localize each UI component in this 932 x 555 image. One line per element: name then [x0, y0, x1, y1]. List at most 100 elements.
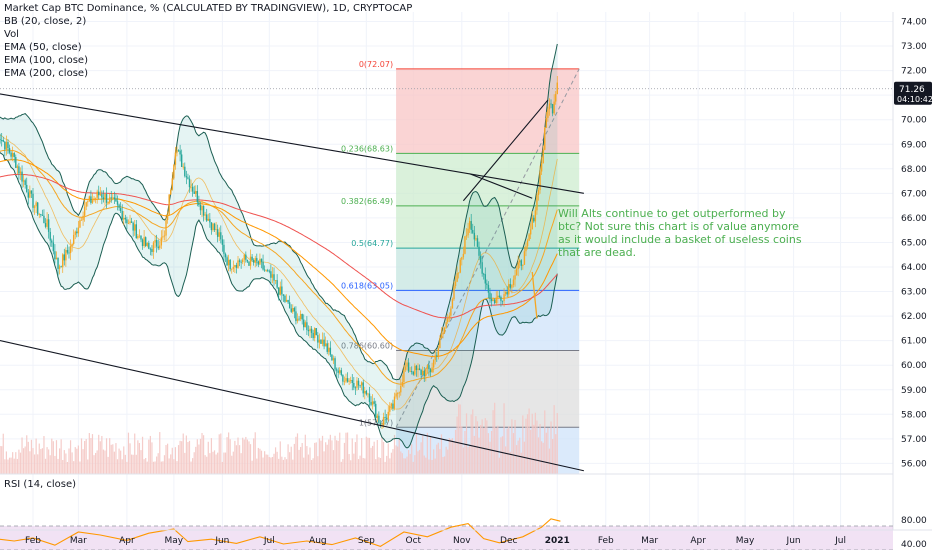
- candle-body: [371, 401, 374, 405]
- candle-body: [528, 234, 530, 241]
- volume-bar: [137, 440, 139, 474]
- candle-body: [124, 217, 127, 220]
- candle-body: [199, 205, 202, 211]
- candle-body: [254, 258, 256, 263]
- candle-body: [163, 235, 166, 237]
- time-tick-label: Feb: [25, 536, 41, 546]
- volume-bar: [274, 447, 277, 474]
- volume-bar: [417, 451, 419, 474]
- rsi-title[interactable]: RSI (14, close): [4, 479, 77, 490]
- candle-body: [159, 245, 161, 249]
- volume-bar: [157, 453, 159, 474]
- legend-vol[interactable]: Vol: [4, 29, 19, 40]
- legend-bb[interactable]: BB (20, close, 2): [4, 16, 87, 27]
- candle-body: [464, 236, 466, 254]
- price-tick-label: 67.00: [901, 189, 927, 199]
- fib-zone-extension: [396, 427, 580, 474]
- candle-body: [531, 217, 533, 230]
- candle-body: [326, 343, 328, 352]
- candle-body: [38, 213, 40, 215]
- candle-body: [414, 365, 416, 375]
- fib-retracement[interactable]: 0(72.07) 0.236(68.63) 0.382(66.49) 0.5(64.7…: [341, 60, 580, 474]
- candle-body: [91, 200, 94, 203]
- volume-bar: [2, 433, 4, 474]
- candle-body: [1, 140, 3, 141]
- candle-body: [201, 205, 203, 211]
- volume-bar: [384, 461, 386, 474]
- candle-body: [453, 286, 455, 300]
- candle-body: [213, 223, 216, 231]
- candle-body: [451, 299, 454, 309]
- fib-zone-3: [396, 248, 580, 291]
- candle-body: [437, 348, 440, 357]
- candle-body: [191, 186, 194, 192]
- candle-body: [152, 242, 155, 252]
- volume-bar: [160, 461, 162, 474]
- candle-body: [60, 266, 62, 268]
- fib-label-0.618: 0.618(63.05): [341, 281, 393, 290]
- candle-body: [216, 229, 219, 237]
- candle-body: [489, 292, 491, 300]
- volume-bar: [193, 452, 195, 474]
- volume-bar: [497, 425, 499, 474]
- candle-body: [115, 199, 117, 202]
- candle-body: [227, 259, 230, 266]
- legend-ema200[interactable]: EMA (200, close): [4, 68, 88, 79]
- time-axis[interactable]: Feb Mar Apr May Jun Jul Aug Sep Oct Nov Dec 2021 Feb…: [0, 529, 932, 546]
- candle-body: [54, 251, 56, 260]
- volume-bar: [23, 448, 25, 474]
- volume-bar: [487, 433, 490, 474]
- legend-ema100[interactable]: EMA (100, close): [4, 55, 88, 66]
- candle-body: [119, 207, 122, 211]
- candle-body: [551, 104, 554, 114]
- candle-body: [534, 210, 537, 222]
- time-tick-label: Apr: [690, 536, 706, 546]
- candle-body: [392, 403, 394, 409]
- volume-bar: [30, 439, 33, 474]
- volume-bar: [210, 438, 213, 474]
- rsi-tick-label: 40.00: [901, 540, 927, 550]
- volume-bar: [381, 437, 383, 474]
- volume-bar: [389, 458, 391, 474]
- volume-bar: [555, 434, 557, 474]
- volume-bar: [551, 438, 554, 474]
- price-tick-label: 72.00: [901, 67, 927, 77]
- last-price-value: 71.26: [899, 85, 925, 95]
- volume-bar: [412, 461, 414, 474]
- volume-bar: [310, 460, 313, 474]
- candle-body: [285, 300, 288, 302]
- price-axis[interactable]: 74.0073.0072.0071.0070.0069.0068.0067.00…: [0, 12, 932, 530]
- candle-body: [112, 197, 114, 199]
- volume-bar: [27, 441, 29, 474]
- candle-body: [262, 261, 264, 270]
- trendlines[interactable]: [0, 90, 584, 472]
- candle-body: [19, 171, 22, 174]
- volume-bar: [0, 446, 1, 474]
- candle-body: [540, 163, 543, 172]
- volume-bar: [195, 446, 197, 474]
- time-tick-label: Oct: [406, 536, 422, 546]
- price-tick-label: 60.00: [901, 361, 927, 371]
- legend-ema50[interactable]: EMA (50, close): [4, 42, 82, 53]
- volume-bar: [168, 458, 170, 474]
- volume-bar: [544, 410, 546, 474]
- candle-body: [501, 300, 504, 302]
- candle-body: [231, 268, 233, 270]
- volume-bar: [242, 437, 244, 474]
- volume-bar: [41, 448, 43, 474]
- volume-bar: [264, 451, 266, 474]
- candle-body: [278, 287, 280, 295]
- candle-body: [385, 417, 388, 419]
- candle-body: [271, 274, 274, 278]
- candle-body: [90, 196, 92, 203]
- candle-body: [80, 219, 83, 221]
- candle-body: [509, 284, 512, 288]
- volume-bar: [296, 433, 299, 474]
- volume-bar: [364, 458, 366, 474]
- volume-bar: [118, 448, 120, 474]
- candle-body: [362, 382, 364, 394]
- volume-bar: [403, 458, 405, 474]
- volume-bar: [476, 421, 479, 474]
